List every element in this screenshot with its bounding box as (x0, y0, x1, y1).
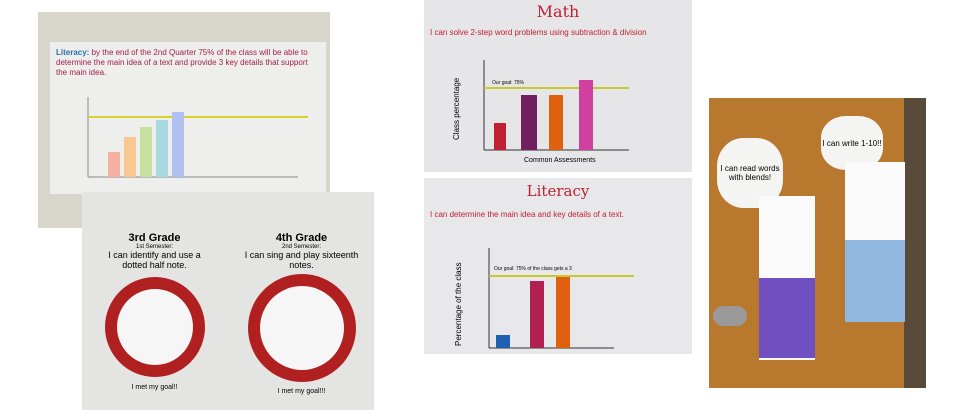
poster: 3rd Grade 1st Semester: I can identify a… (82, 192, 227, 410)
photo-music-posters: 3rd Grade 1st Semester: I can identify a… (82, 192, 374, 410)
door-handle (713, 306, 747, 326)
poster: 4th Grade 2nd Semester: I can sing and p… (229, 192, 374, 410)
y-label: Class percentage (452, 77, 461, 140)
x-label: Common Assessments (524, 157, 596, 164)
goal: I can determine the main idea and key de… (430, 210, 624, 219)
goal-text: Literacy: by the end of the 2nd Quarter … (56, 48, 318, 78)
bar-sketch (87, 97, 308, 178)
y-label: Percentage of the class (454, 262, 463, 346)
grade: 3rd Grade (128, 232, 181, 244)
text: by the end of the 2nd Quarter 75% of the… (56, 48, 308, 77)
photo-math: Math I can solve 2-step word problems us… (424, 0, 692, 172)
chart-strip (759, 196, 815, 360)
door-frame (904, 98, 926, 388)
footer: I met my goal!!! (277, 388, 326, 395)
bar-sketch (483, 60, 629, 151)
photo-door: I can read words with blends! I can writ… (709, 98, 926, 388)
chart-strip (845, 162, 905, 322)
semester: 2nd Semester: (281, 244, 322, 250)
target (104, 277, 205, 377)
goal: I can sing and play sixteenth notes. (244, 250, 359, 270)
cloud: I can write 1-10!! (821, 116, 883, 170)
title: Literacy (526, 182, 590, 200)
goal: I can solve 2-step word problems using s… (430, 28, 647, 37)
target (247, 274, 356, 382)
photo-literacy: Literacy I can determine the main idea a… (424, 178, 692, 354)
footer: I met my goal!! (131, 384, 178, 391)
goal-line-label: Our goal: 75% (492, 80, 524, 86)
title: Literacy: (56, 48, 90, 57)
grade: 4th Grade (275, 232, 328, 244)
bar-sketch (488, 248, 634, 349)
semester: 1st Semester: (135, 244, 173, 250)
goal-line-label: Our goal: 75% of the class gets a 3 (494, 266, 572, 272)
goal: I can identify and use a dotted half not… (108, 250, 201, 270)
title: Math (536, 2, 580, 21)
